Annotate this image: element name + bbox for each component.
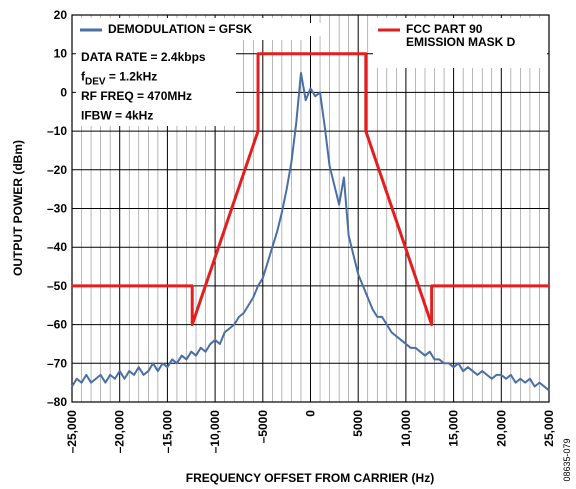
annotation: fDEV = 1.2kHz xyxy=(81,70,157,88)
plot-frame xyxy=(71,14,550,403)
x-tick-label: –25,000 xyxy=(65,410,79,454)
x-tick-label: 10,000 xyxy=(399,410,413,447)
annotation-part: f xyxy=(81,70,86,84)
legend-label: FCC PART 90 EMISSION MASK D xyxy=(406,23,526,49)
annotation: IFBW = 4kHz xyxy=(81,109,153,123)
x-tick-label: –20,000 xyxy=(113,410,127,454)
y-tick-label: 20 xyxy=(54,8,68,22)
annotation-part: = 1.2kHz xyxy=(106,70,158,84)
x-tick-label: 0 xyxy=(304,410,318,417)
x-tick-label: 20,000 xyxy=(494,410,508,447)
x-tick-label: 5000 xyxy=(351,410,365,437)
y-tick-label: –30 xyxy=(47,202,67,216)
y-tick-label: –50 xyxy=(47,279,67,293)
annotation-box xyxy=(76,40,236,126)
x-tick-label: –5000 xyxy=(256,410,270,444)
series-line xyxy=(71,72,550,392)
figure-code: 08635-079 xyxy=(562,438,572,481)
y-tick-label: –80 xyxy=(47,395,67,409)
series-line xyxy=(72,52,549,327)
y-tick-label: 0 xyxy=(60,85,67,99)
x-tick-label: –10,000 xyxy=(208,410,222,454)
x-tick-label: 15,000 xyxy=(447,410,461,447)
annotation: RF FREQ = 470MHz xyxy=(81,89,192,103)
y-tick-label: –70 xyxy=(47,356,67,370)
annotation: DATA RATE = 2.4kbps xyxy=(81,50,206,64)
y-tick-label: 10 xyxy=(54,47,68,61)
x-tick-label: –15,000 xyxy=(160,410,174,454)
y-axis-title: OUTPUT POWER (dBm) xyxy=(11,140,25,276)
legend-label: DEMODULATION = GFSK xyxy=(108,23,328,36)
x-axis-title: FREQUENCY OFFSET FROM CARRIER (Hz) xyxy=(186,471,434,485)
y-tick-label: –10 xyxy=(47,124,67,138)
y-tick-label: –40 xyxy=(47,240,67,254)
annotation-sub: DEV xyxy=(85,77,106,88)
y-tick-label: –60 xyxy=(47,318,67,332)
y-tick-label: –20 xyxy=(47,163,67,177)
x-tick-label: 25,000 xyxy=(542,410,556,447)
